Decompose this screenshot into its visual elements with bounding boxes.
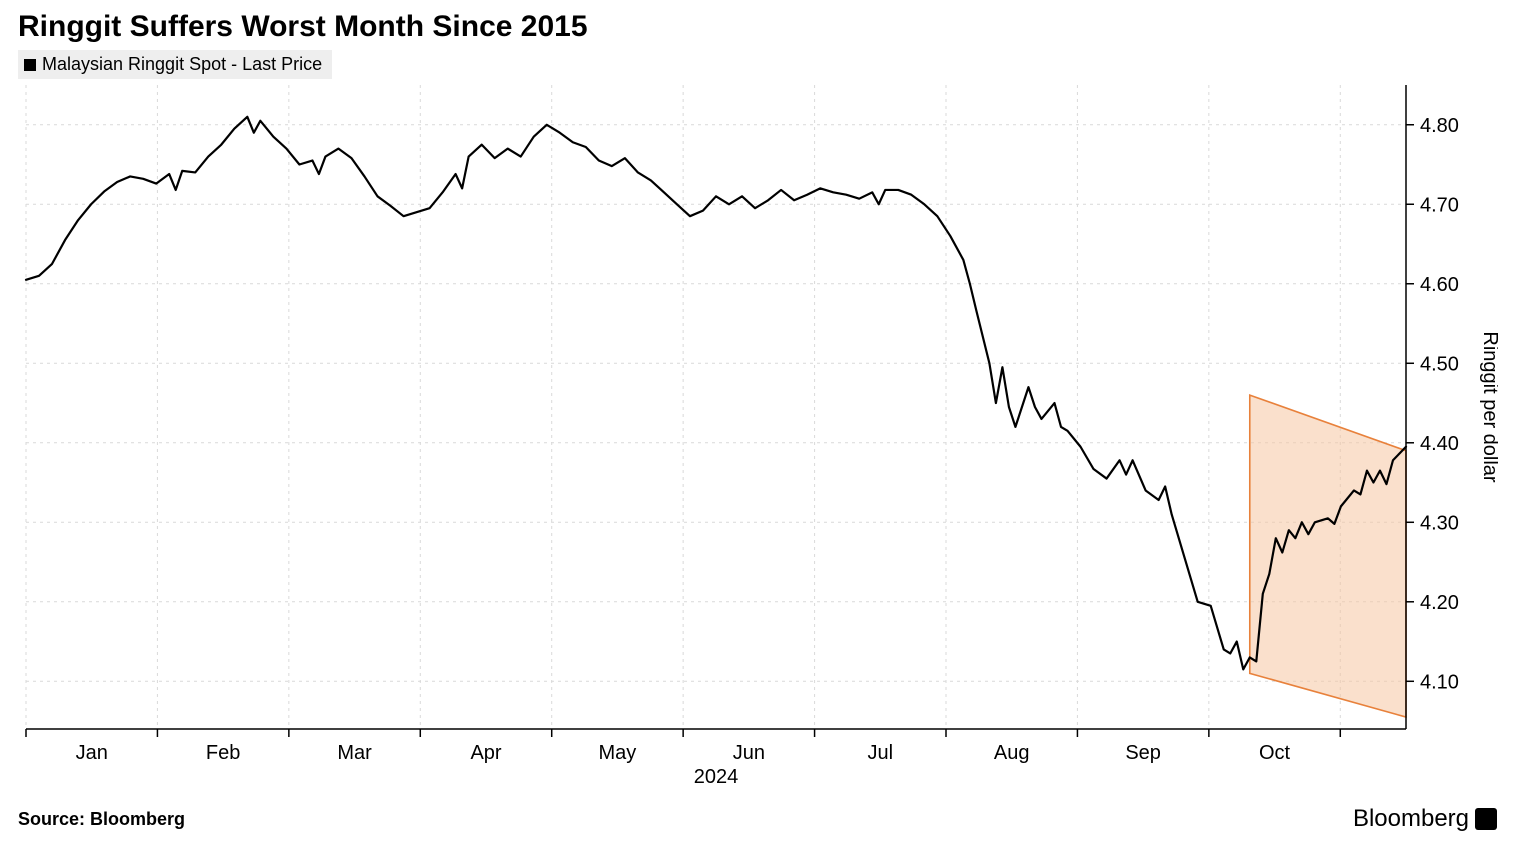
svg-text:4.50: 4.50 xyxy=(1420,353,1459,375)
svg-text:Oct: Oct xyxy=(1259,742,1291,764)
svg-text:4.10: 4.10 xyxy=(1420,671,1459,693)
brand-text: Bloomberg xyxy=(1353,805,1469,833)
svg-text:4.30: 4.30 xyxy=(1420,512,1459,534)
svg-text:Jul: Jul xyxy=(867,742,893,764)
svg-text:2024: 2024 xyxy=(694,766,739,788)
svg-text:4.80: 4.80 xyxy=(1420,115,1459,137)
svg-text:Ringgit per dollar: Ringgit per dollar xyxy=(1479,331,1498,483)
svg-text:Jun: Jun xyxy=(733,742,765,764)
svg-text:Mar: Mar xyxy=(337,742,372,764)
svg-text:Feb: Feb xyxy=(206,742,240,764)
chart-title: Ringgit Suffers Worst Month Since 2015 xyxy=(18,10,1497,44)
svg-text:Aug: Aug xyxy=(994,742,1030,764)
legend: Malaysian Ringgit Spot - Last Price xyxy=(18,50,332,79)
svg-text:4.40: 4.40 xyxy=(1420,433,1459,455)
svg-text:Apr: Apr xyxy=(470,742,501,764)
svg-text:4.70: 4.70 xyxy=(1420,194,1459,216)
source-label: Source: Bloomberg xyxy=(18,809,185,830)
brand-label: Bloomberg xyxy=(1353,805,1497,833)
svg-text:Jan: Jan xyxy=(76,742,108,764)
legend-marker xyxy=(24,59,36,71)
svg-text:4.60: 4.60 xyxy=(1420,274,1459,296)
svg-text:4.20: 4.20 xyxy=(1420,592,1459,614)
chart-area: Jan Feb Mar Apr May Jun Jul Aug Sep Oct 2024 4.10 4.… xyxy=(18,79,1498,799)
bloomberg-icon xyxy=(1475,808,1497,830)
line-chart-svg: Jan Feb Mar Apr May Jun Jul Aug Sep Oct 2024 4.10 4.… xyxy=(18,79,1498,799)
svg-text:May: May xyxy=(599,742,637,764)
svg-text:Sep: Sep xyxy=(1125,742,1161,764)
legend-label: Malaysian Ringgit Spot - Last Price xyxy=(42,54,322,75)
